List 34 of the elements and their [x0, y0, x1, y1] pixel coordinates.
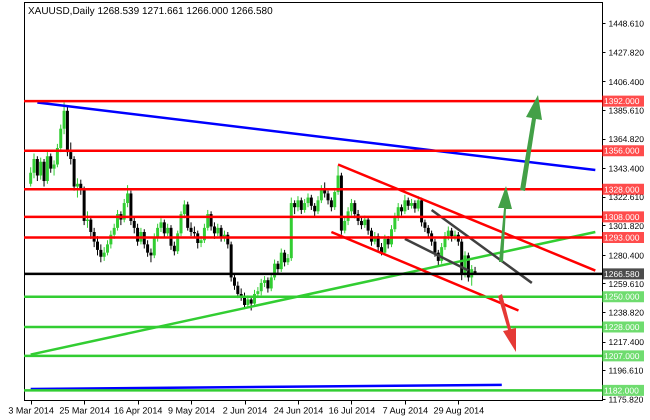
- y-tick-label: 1364.820: [608, 134, 644, 144]
- ref-line-label: 1308.000: [604, 212, 640, 222]
- x-tick-label: 3 Mar 2014: [8, 406, 54, 416]
- x-tick-label: 9 May 2014: [168, 406, 216, 416]
- y-tick-label: 1343.400: [608, 164, 644, 174]
- ref-line-label: 1228.000: [604, 322, 640, 332]
- y-tick-label: 1175.820: [608, 394, 644, 404]
- y-tick-label: 1427.820: [608, 47, 644, 58]
- x-tick-label: 7 Aug 2014: [382, 406, 428, 416]
- x-tick-label: 29 Aug 2014: [434, 406, 484, 416]
- y-tick-label: 1322.610: [608, 192, 644, 202]
- ref-line-label: 1207.000: [604, 350, 640, 361]
- ref-line-label: 1356.000: [604, 146, 640, 156]
- y-tick-label: 1238.820: [608, 308, 644, 318]
- chart-title: XAUUSD,Daily 1268.539 1271.661 1266.000 1266.580: [28, 6, 274, 17]
- x-tick-label: 24 Jun 2014: [274, 406, 324, 416]
- ref-line-label: 1392.000: [604, 96, 640, 106]
- ref-line-label: 1293.000: [604, 232, 640, 242]
- y-tick-label: 1280.400: [608, 250, 644, 260]
- y-tick-label: 1406.400: [608, 76, 644, 87]
- y-tick-label: 1301.820: [608, 220, 644, 231]
- y-tick-label: 1385.610: [608, 105, 644, 116]
- y-tick-label: 1196.610: [608, 366, 644, 376]
- x-tick-label: 2 Jun 2014: [222, 406, 268, 416]
- y-tick-label: 1217.400: [608, 337, 644, 348]
- x-tick-label: 16 Jul 2014: [328, 406, 376, 416]
- ref-line-label: 1266.580: [604, 268, 640, 279]
- y-tick-label: 1259.610: [608, 278, 644, 289]
- y-tick-label: 1448.610: [608, 18, 644, 29]
- x-tick-label: 16 Apr 2014: [114, 406, 162, 416]
- ref-line-label: 1182.000: [604, 385, 640, 396]
- ref-line-label: 1328.000: [604, 184, 640, 194]
- ref-line-label: 1250.000: [604, 292, 640, 302]
- x-tick-label: 25 Mar 2014: [59, 406, 110, 416]
